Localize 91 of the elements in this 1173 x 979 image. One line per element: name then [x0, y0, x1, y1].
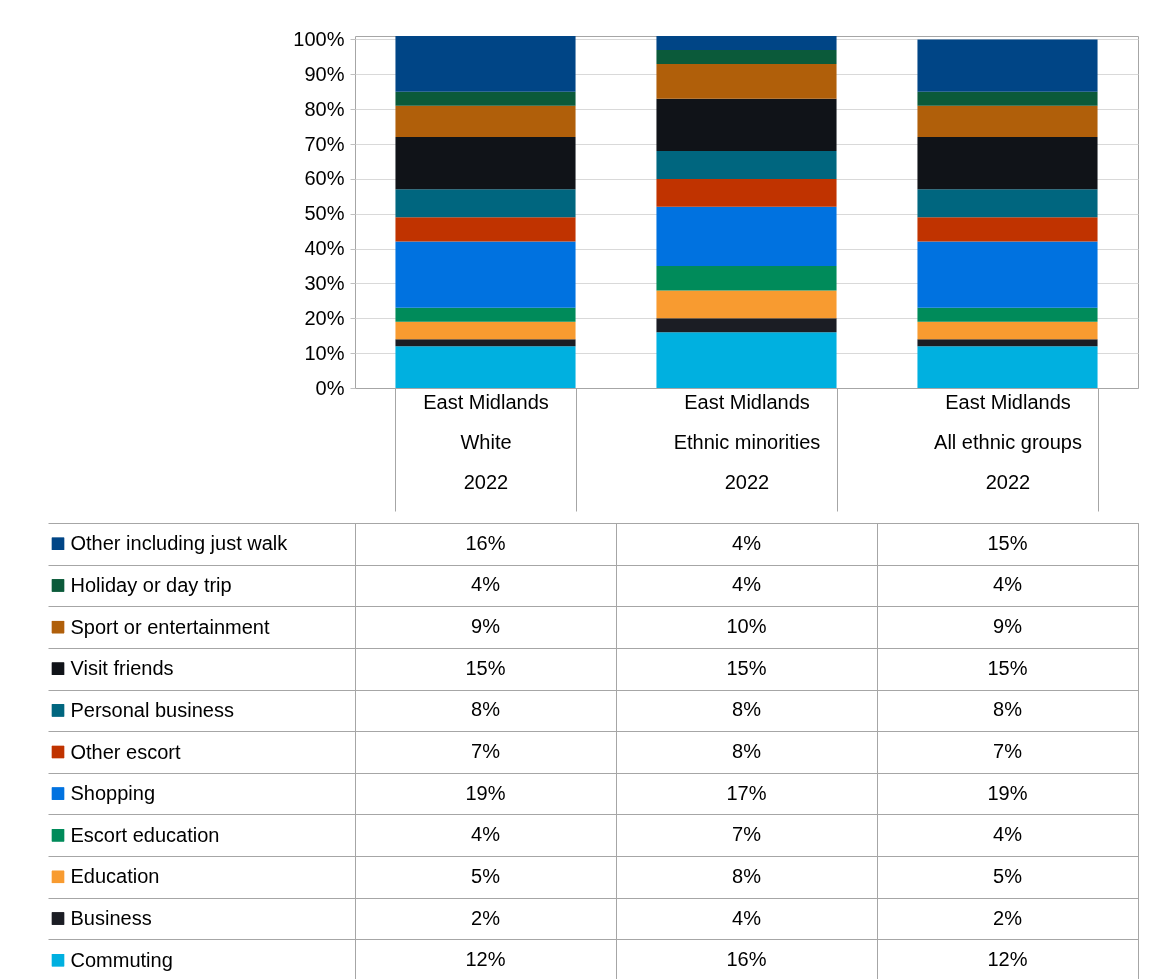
legend-label: Other escort [70, 740, 181, 763]
bar [656, 266, 837, 291]
data-label: 4% [471, 823, 501, 846]
bar [656, 63, 837, 99]
data-label: 12% [987, 948, 1028, 971]
data-label: 16% [726, 948, 767, 971]
bar [917, 189, 1098, 218]
data-label: 4% [471, 573, 501, 596]
y-tick-label: 30% [304, 271, 345, 294]
legend-label: Personal business [70, 698, 234, 721]
bar [917, 307, 1098, 322]
y-tick-label: 70% [304, 132, 345, 155]
bar [395, 105, 576, 138]
data-label: 4% [732, 531, 762, 554]
data-label: 8% [732, 864, 762, 887]
y-tick-label: 0% [315, 376, 345, 399]
data-label: 7% [471, 740, 501, 762]
data-label: 8% [732, 740, 762, 762]
bar [656, 151, 837, 179]
legend-label: Holiday or day trip [70, 573, 232, 596]
data-label: 15% [987, 531, 1028, 554]
bar [917, 91, 1098, 106]
bar [917, 105, 1098, 138]
bar [917, 346, 1098, 388]
data-label: 17% [726, 781, 767, 804]
data-label: 4% [993, 573, 1023, 596]
bar [917, 39, 1098, 92]
bar [395, 307, 576, 322]
legend-label: Shopping [70, 782, 156, 805]
data-label: 10% [726, 615, 767, 638]
y-tick-label: 10% [304, 341, 345, 364]
legend-label: Commuting [70, 948, 173, 971]
data-label: 19% [987, 781, 1028, 804]
y-tick-label: 90% [304, 62, 345, 85]
y-tick-label: 80% [304, 97, 345, 120]
y-tick-label: 60% [304, 167, 345, 190]
data-label: 4% [732, 906, 762, 929]
bar [395, 91, 576, 106]
x-tick-label: East Midlands White 2022 [423, 390, 549, 493]
bar [656, 290, 837, 319]
bar [395, 189, 576, 218]
data-label: 9% [993, 615, 1023, 638]
bar [656, 36, 837, 50]
bar [395, 346, 576, 388]
data-label: 8% [732, 698, 762, 721]
bar [395, 137, 576, 190]
data-label: 19% [465, 781, 506, 804]
bar [656, 98, 837, 152]
y-tick-label: 50% [304, 202, 345, 225]
data-label: 16% [465, 531, 506, 554]
y-tick-label: 100% [293, 27, 345, 50]
bar [656, 318, 837, 333]
legend-label: Visit friends [70, 657, 174, 680]
bar [656, 49, 837, 64]
legend-label: Other including just walk [70, 532, 289, 555]
data-label: 12% [465, 948, 506, 971]
x-tick-label: East Midlands Ethnic minorities 2022 [673, 390, 821, 493]
data-label: 8% [471, 698, 501, 721]
x-tick-label: East Midlands All ethnic groups 2022 [934, 390, 1082, 493]
bar [395, 36, 576, 92]
data-label: 5% [993, 864, 1023, 887]
data-label: 9% [471, 615, 501, 638]
data-label: 2% [471, 906, 501, 929]
legend-label: Education [70, 865, 160, 888]
data-label: 7% [732, 823, 762, 846]
bar [917, 241, 1098, 308]
bar [656, 206, 837, 267]
bar [395, 321, 576, 340]
data-label: 15% [987, 656, 1028, 679]
bar [395, 241, 576, 308]
bar [395, 217, 576, 242]
data-label: 8% [993, 698, 1023, 721]
y-tick-label: 40% [304, 237, 345, 260]
data-label: 4% [732, 573, 762, 596]
y-tick-label: 20% [304, 306, 345, 329]
bar [395, 339, 576, 347]
data-label: 15% [726, 656, 767, 679]
data-label: 5% [471, 864, 501, 887]
data-label: 7% [993, 740, 1023, 762]
bar [917, 137, 1098, 190]
bar [656, 332, 837, 388]
legend-label: Business [70, 907, 152, 930]
data-label: 15% [465, 656, 506, 679]
bar [656, 178, 837, 207]
data-label: 2% [993, 906, 1023, 929]
bar [917, 217, 1098, 242]
legend-label: Escort education [70, 823, 220, 846]
bar [917, 339, 1098, 347]
bar [917, 321, 1098, 340]
legend-label: Sport or entertainment [70, 615, 270, 638]
data-label: 4% [993, 823, 1023, 846]
